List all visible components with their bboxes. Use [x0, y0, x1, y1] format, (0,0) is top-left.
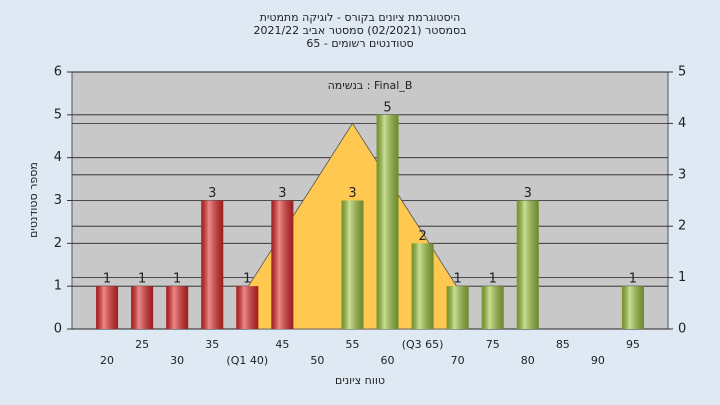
value-label: 5 [383, 100, 391, 115]
y-tick-label: 0 [54, 322, 62, 337]
bar-shine [236, 286, 259, 329]
y2-tick-label: 2 [678, 219, 686, 234]
bar-shine [271, 200, 294, 329]
bar-shine [481, 286, 504, 329]
bar-shine [341, 200, 364, 329]
x-tick-label: 55 [345, 338, 359, 351]
value-label: 1 [243, 272, 251, 287]
x-tick-label: 75 [486, 338, 500, 351]
y2-tick-label: 5 [678, 65, 686, 80]
bar-shine [621, 286, 644, 329]
value-label: 1 [138, 272, 146, 287]
x-tick-label: 20 [100, 354, 114, 367]
value-label: 3 [348, 186, 356, 201]
value-label: 1 [629, 272, 637, 287]
y-axis-label: מספר סטודנטים [27, 162, 40, 238]
x-tick-label: 80 [521, 354, 535, 367]
bar-shine [131, 286, 154, 329]
y2-tick-label: 1 [678, 270, 686, 285]
x-tick-label: 60 [381, 354, 395, 367]
x-tick-label: 90 [591, 354, 605, 367]
y-tick-label: 6 [54, 65, 62, 80]
x-tick-label: 25 [135, 338, 149, 351]
bar-shine [96, 286, 119, 329]
value-label: 3 [524, 186, 532, 201]
title-line: היסטוגרמת ציונים בקורס - לוגיקה מתמטית [260, 11, 461, 24]
x-tick-label: 85 [556, 338, 570, 351]
title-line: סטודנטים רשומים - 65 [306, 37, 413, 50]
x-tick-label: 30 [170, 354, 184, 367]
value-label: 1 [103, 272, 111, 287]
x-axis-label: טווח ציונים [335, 374, 385, 387]
title-line: בסמסטר (02/2021) סמסטר אביב 2021/22 [253, 24, 466, 37]
x-tick-label: (Q3 65) [402, 338, 444, 351]
y-tick-label: 4 [54, 150, 62, 165]
x-tick-label: 50 [310, 354, 324, 367]
y-tick-label: 1 [54, 279, 62, 294]
bar-shine [411, 243, 434, 329]
x-tick-label: 45 [275, 338, 289, 351]
y2-tick-label: 4 [678, 116, 686, 131]
bar-shine [376, 114, 399, 329]
bar-shine [201, 200, 224, 329]
value-label: 2 [418, 229, 426, 244]
y2-tick-label: 0 [678, 322, 686, 337]
value-label: 1 [173, 272, 181, 287]
x-tick-label: 70 [451, 354, 465, 367]
value-label: 1 [489, 272, 497, 287]
x-tick-label: 95 [626, 338, 640, 351]
bar-shine [516, 200, 539, 329]
annotation: בנשימה : Final_B [328, 79, 413, 92]
value-label: 3 [278, 186, 286, 201]
x-tick-label: 35 [205, 338, 219, 351]
value-label: 3 [208, 186, 216, 201]
y2-tick-label: 3 [678, 167, 686, 182]
y-tick-label: 2 [54, 236, 62, 251]
value-label: 1 [454, 272, 462, 287]
y-tick-label: 5 [54, 107, 62, 122]
x-tick-label: (Q1 40) [226, 354, 268, 367]
bar-shine [166, 286, 189, 329]
bar-shine [446, 286, 469, 329]
y-tick-label: 3 [54, 193, 62, 208]
